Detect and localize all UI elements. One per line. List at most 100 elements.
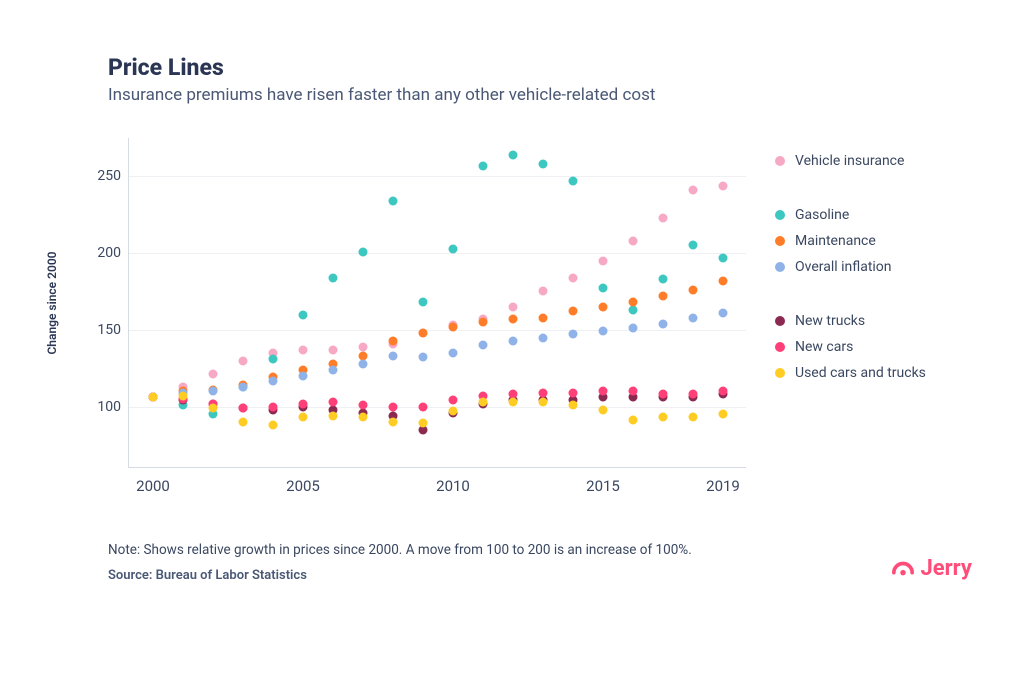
legend: Vehicle insuranceGasolineMaintenanceOver…: [775, 148, 995, 414]
data-point: [329, 273, 338, 282]
footnote: Note: Shows relative growth in prices si…: [108, 540, 692, 560]
data-point: [209, 387, 218, 396]
data-point: [509, 150, 518, 159]
chart: Change since 2000 1001502002502000200520…: [128, 138, 746, 468]
header: Price Lines Insurance premiums have rise…: [108, 54, 928, 105]
footer: Note: Shows relative growth in prices si…: [108, 540, 692, 586]
legend-item: Vehicle insurance: [775, 148, 995, 174]
data-point: [659, 390, 668, 399]
data-point: [689, 285, 698, 294]
data-point: [269, 402, 278, 411]
data-point: [689, 186, 698, 195]
legend-item: Used cars and trucks: [775, 360, 995, 386]
data-point: [599, 284, 608, 293]
data-point: [389, 351, 398, 360]
data-point: [149, 393, 158, 402]
data-point: [599, 387, 608, 396]
data-point: [239, 404, 248, 413]
legend-item: Overall inflation: [775, 254, 995, 280]
x-tick-label: 2010: [436, 477, 470, 495]
plot-area: 10015020025020002005201020152019: [128, 138, 746, 468]
y-tick-label: 200: [85, 245, 121, 261]
legend-item: New trucks: [775, 308, 995, 334]
legend-swatch: [775, 262, 785, 272]
data-point: [299, 345, 308, 354]
legend-swatch: [775, 210, 785, 220]
legend-item: New cars: [775, 334, 995, 360]
data-point: [389, 402, 398, 411]
data-point: [509, 315, 518, 324]
legend-item: Maintenance: [775, 228, 995, 254]
data-point: [299, 371, 308, 380]
y-tick-label: 100: [85, 399, 121, 415]
x-tick-label: 2019: [706, 477, 740, 495]
data-point: [209, 370, 218, 379]
data-point: [569, 273, 578, 282]
data-point: [539, 388, 548, 397]
legend-label: Vehicle insurance: [795, 153, 904, 169]
data-point: [629, 298, 638, 307]
data-point: [659, 292, 668, 301]
legend-group: Vehicle insurance: [775, 148, 995, 174]
data-point: [659, 213, 668, 222]
data-point: [269, 421, 278, 430]
data-point: [359, 401, 368, 410]
data-point: [629, 236, 638, 245]
data-point: [329, 398, 338, 407]
legend-label: Overall inflation: [795, 259, 892, 275]
data-point: [389, 417, 398, 426]
data-point: [449, 396, 458, 405]
legend-swatch: [775, 316, 785, 326]
data-point: [419, 353, 428, 362]
data-point: [509, 398, 518, 407]
data-point: [359, 342, 368, 351]
data-point: [479, 341, 488, 350]
legend-swatch: [775, 156, 785, 166]
data-point: [389, 336, 398, 345]
data-point: [539, 333, 548, 342]
data-point: [539, 287, 548, 296]
data-point: [659, 319, 668, 328]
data-point: [239, 382, 248, 391]
legend-label: Used cars and trucks: [795, 365, 926, 381]
data-point: [659, 275, 668, 284]
data-point: [329, 365, 338, 374]
data-point: [479, 398, 488, 407]
data-point: [569, 330, 578, 339]
data-point: [629, 387, 638, 396]
data-point: [449, 407, 458, 416]
data-point: [389, 196, 398, 205]
x-tick-label: 2005: [286, 477, 320, 495]
brand-icon: [892, 558, 914, 580]
legend-swatch: [775, 368, 785, 378]
source-line: Source: Bureau of Labor Statistics: [108, 566, 692, 586]
data-point: [479, 318, 488, 327]
data-point: [599, 302, 608, 311]
y-axis-label: Change since 2000: [45, 251, 59, 354]
gridline: [129, 253, 746, 254]
legend-swatch: [775, 342, 785, 352]
gridline: [129, 330, 746, 331]
data-point: [629, 305, 638, 314]
brand-name: Jerry: [920, 556, 972, 581]
data-point: [629, 416, 638, 425]
legend-label: New trucks: [795, 313, 865, 329]
data-point: [599, 327, 608, 336]
data-point: [419, 402, 428, 411]
data-point: [449, 244, 458, 253]
data-point: [719, 253, 728, 262]
data-point: [239, 356, 248, 365]
x-tick-label: 2000: [136, 477, 170, 495]
legend-group: GasolineMaintenanceOverall inflation: [775, 202, 995, 280]
gridline: [129, 407, 746, 408]
data-point: [419, 298, 428, 307]
legend-swatch: [775, 236, 785, 246]
data-point: [359, 359, 368, 368]
data-point: [539, 313, 548, 322]
data-point: [479, 161, 488, 170]
legend-label: Maintenance: [795, 233, 876, 249]
data-point: [539, 398, 548, 407]
data-point: [659, 413, 668, 422]
data-point: [719, 276, 728, 285]
data-point: [359, 247, 368, 256]
